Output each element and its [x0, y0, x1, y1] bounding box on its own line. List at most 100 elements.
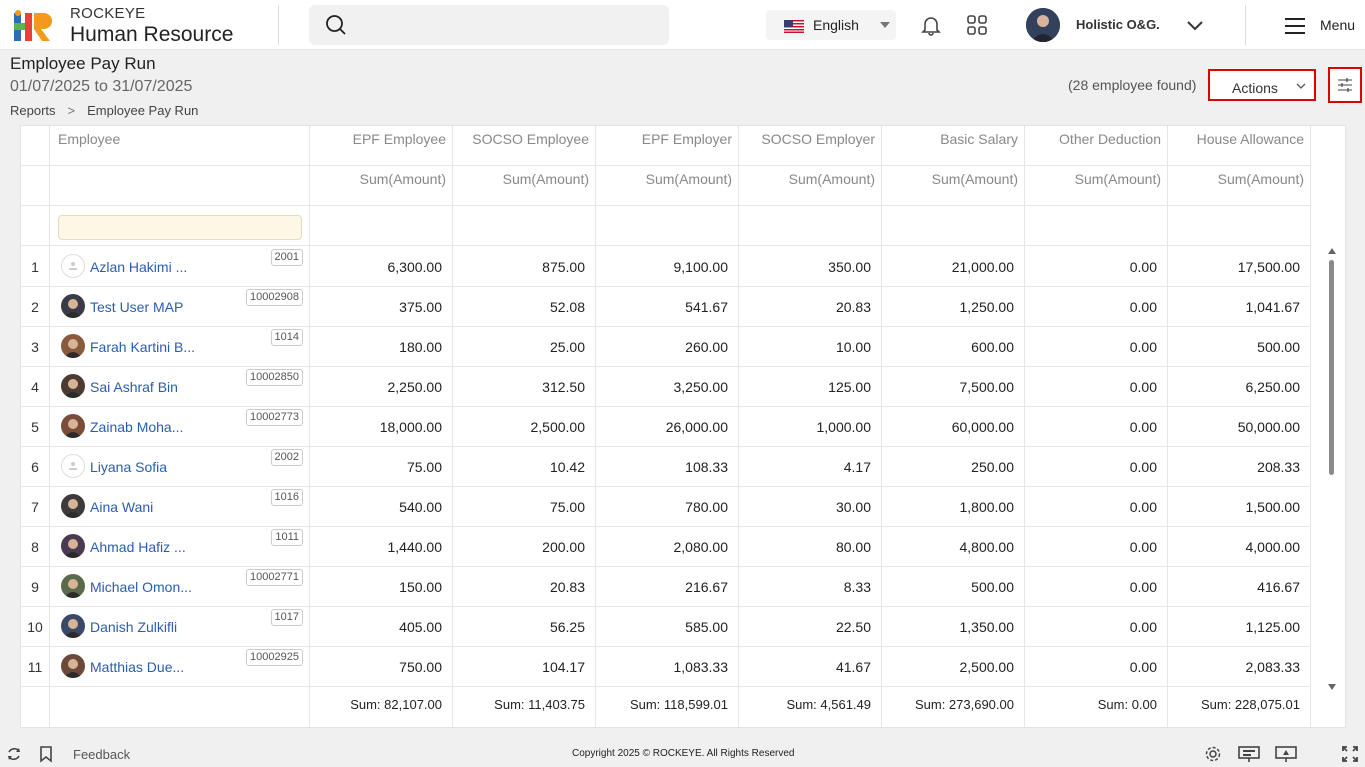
row-divider [21, 686, 1311, 687]
column-header[interactable]: SOCSO Employee [472, 131, 589, 147]
avatar-photo-icon [61, 294, 85, 318]
column-aggregate-label: Sum(Amount) [359, 171, 446, 187]
chevron-down-icon[interactable] [1185, 15, 1205, 35]
column-divider [738, 606, 739, 646]
fullscreen-icon[interactable] [1341, 745, 1359, 763]
amount-cell: 0.00 [1129, 659, 1157, 675]
employee-name-link[interactable]: Danish Zulkifli [90, 619, 178, 635]
employee-name-link[interactable]: Ahmad Hafiz ... [90, 539, 186, 555]
org-name[interactable]: Holistic O&G. [1076, 17, 1160, 32]
amount-cell: 2,083.33 [1245, 659, 1301, 675]
amount-cell: 4.17 [843, 459, 871, 475]
column-header[interactable]: SOCSO Employer [761, 131, 875, 147]
column-divider [1167, 566, 1168, 606]
refresh-icon[interactable] [5, 745, 23, 763]
column-sum: Sum: 82,107.00 [350, 697, 442, 712]
brand: ROCKEYE Human Resource [70, 6, 233, 45]
page-title: Employee Pay Run [10, 54, 156, 73]
column-sum: Sum: 273,690.00 [914, 697, 1014, 712]
column-header[interactable]: Basic Salary [940, 131, 1018, 147]
screen-share-icon[interactable] [1275, 745, 1297, 763]
employee-name-link[interactable]: Sai Ashraf Bin [90, 379, 178, 395]
amount-cell: 180.00 [399, 339, 442, 355]
presentation-icon[interactable] [1238, 745, 1260, 763]
scrollbar-thumb[interactable] [1329, 260, 1334, 475]
column-divider [1167, 366, 1168, 406]
column-header[interactable]: EPF Employer [641, 131, 732, 147]
scroll-down-icon[interactable] [1328, 684, 1336, 690]
column-divider [1024, 446, 1025, 486]
column-divider [1024, 526, 1025, 566]
rockeye-logo-icon[interactable] [12, 9, 54, 43]
actions-dropdown[interactable]: Actions [1208, 69, 1316, 101]
breadcrumb-current: Employee Pay Run [87, 103, 199, 118]
language-select[interactable]: English [766, 10, 896, 40]
column-sum: Sum: 228,075.01 [1200, 697, 1300, 712]
row-divider [21, 406, 1311, 407]
amount-cell: 500.00 [971, 579, 1014, 595]
amount-cell: 0.00 [1129, 259, 1157, 275]
amount-cell: 1,800.00 [959, 499, 1015, 515]
employee-name-link[interactable]: Aina Wani [90, 499, 154, 515]
column-divider [595, 486, 596, 526]
avatar-photo-icon [61, 654, 85, 678]
column-divider [452, 606, 453, 646]
user-avatar[interactable] [1026, 8, 1060, 42]
header-employee[interactable]: Employee [58, 131, 121, 147]
avatar-photo-icon [61, 414, 85, 438]
menu-button[interactable]: Menu [1284, 15, 1364, 37]
search-input[interactable] [309, 5, 669, 45]
amount-cell: 2,500.00 [959, 659, 1015, 675]
amount-cell: 30.00 [835, 499, 871, 515]
search-icon [326, 15, 346, 35]
column-header[interactable]: EPF Employee [352, 131, 446, 147]
row-divider [21, 326, 1311, 327]
column-settings-button[interactable] [1328, 67, 1362, 103]
employee-name-link[interactable]: Farah Kartini B... [90, 339, 196, 355]
feedback-link[interactable]: Feedback [73, 747, 131, 762]
column-divider [595, 246, 596, 286]
amount-cell: 250.00 [971, 459, 1014, 475]
column-divider [1024, 606, 1025, 646]
scroll-up-icon[interactable] [1328, 248, 1336, 254]
employee-id-badge: 10002773 [246, 409, 303, 426]
column-divider [881, 486, 882, 526]
bookmark-icon[interactable] [37, 745, 55, 763]
employee-name-link[interactable]: Liyana Sofia [90, 459, 168, 475]
amount-cell: 56.25 [549, 619, 585, 635]
amount-cell: 75.00 [549, 499, 585, 515]
amount-cell: 0.00 [1129, 539, 1157, 555]
breadcrumb-reports[interactable]: Reports [10, 103, 56, 118]
column-divider [1310, 566, 1311, 606]
amount-cell: 108.33 [685, 459, 728, 475]
column-divider [1024, 126, 1025, 246]
column-divider [1024, 486, 1025, 526]
apps-grid-icon[interactable] [965, 13, 989, 37]
employee-filter-input[interactable] [58, 215, 302, 240]
amount-cell: 780.00 [685, 499, 728, 515]
column-header[interactable]: Other Deduction [1059, 131, 1161, 147]
amount-cell: 500.00 [1257, 339, 1300, 355]
column-divider [595, 566, 596, 606]
employee-name-link[interactable]: Test User MAP [90, 299, 184, 315]
column-divider [595, 406, 596, 446]
column-divider [738, 686, 739, 727]
settings-gear-icon[interactable] [1204, 745, 1222, 763]
language-label: English [813, 17, 859, 33]
amount-cell: 2,500.00 [530, 419, 586, 435]
sliders-icon [1338, 78, 1352, 92]
employee-name-link[interactable]: Zainab Moha... [90, 419, 184, 435]
hamburger-icon [1285, 18, 1305, 34]
column-divider [49, 126, 50, 727]
column-sum: Sum: 118,599.01 [629, 697, 728, 712]
column-divider [1167, 126, 1168, 246]
bell-icon[interactable] [919, 13, 943, 37]
column-divider [1310, 246, 1311, 286]
employee-name-link[interactable]: Michael Omon... [90, 579, 192, 595]
employee-name-link[interactable]: Matthias Due... [90, 659, 185, 675]
column-divider [595, 446, 596, 486]
employee-name-link[interactable]: Azlan Hakimi ... [90, 259, 188, 275]
employee-id-badge: 2002 [270, 449, 303, 466]
column-header[interactable]: House Allowance [1196, 131, 1304, 147]
amount-cell: 3,250.00 [673, 379, 729, 395]
